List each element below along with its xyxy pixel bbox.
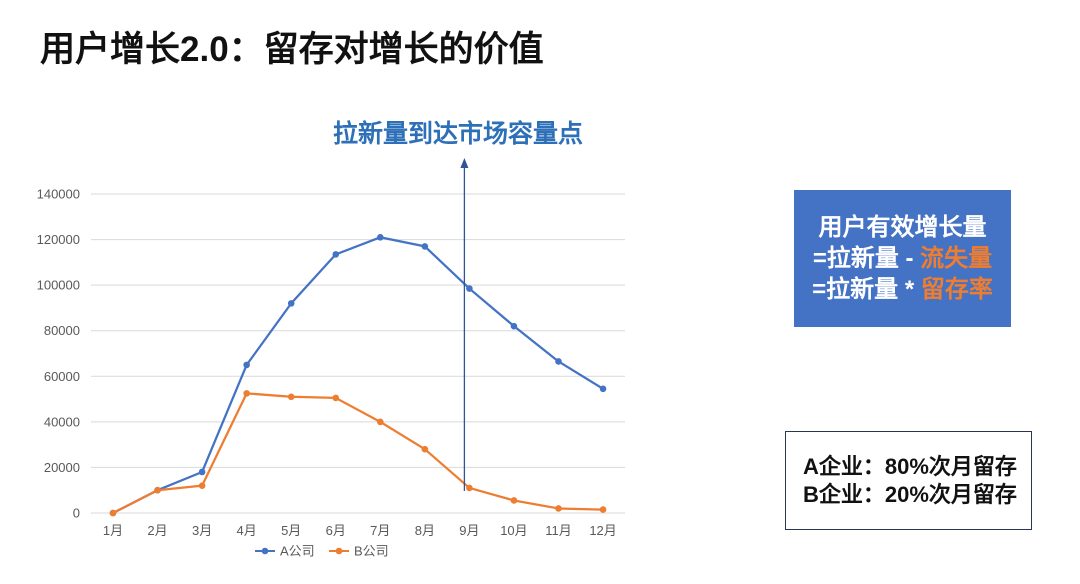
y-axis: 0 20000 40000 60000 80000 100000 120000 140000 [37, 187, 80, 521]
series-2-point [287, 393, 295, 401]
series-1-point [377, 233, 384, 241]
series-2-point [377, 418, 384, 426]
chart-legend: A公司 B公司 [255, 544, 389, 559]
x-tick-label: 8月 [415, 523, 435, 538]
y-tick-label: 60000 [44, 369, 80, 384]
x-tick-label: 1月 [103, 523, 123, 538]
legend-swatch-marker [335, 547, 343, 555]
retention-highlight: 留存率 [920, 276, 993, 303]
gridlines [91, 193, 625, 514]
retention-line-a: A企业：80%次月留存 [803, 453, 1017, 479]
x-tick-label: 10月 [500, 523, 527, 538]
x-tick-label: 6月 [326, 523, 346, 538]
series-1-point [555, 358, 562, 365]
series-2-point [599, 506, 607, 513]
formula-box: 用户有效增长量 =拉新量 - 流失量 =拉新量 * 留存率 [794, 190, 1011, 327]
line-chart: 0 20000 40000 60000 80000 100000 120000 140000 1… [37, 158, 625, 559]
x-tick-label: 2月 [147, 523, 167, 538]
series-1-point [599, 385, 607, 393]
series-2-point [466, 484, 473, 492]
y-tick-label: 20000 [44, 460, 80, 475]
legend-label: A公司 [280, 544, 315, 559]
series-1-point [510, 322, 518, 330]
series-2-point [243, 390, 250, 397]
legend-item-1: A公司 [255, 544, 315, 559]
y-tick-label: 80000 [44, 323, 80, 338]
annotation-arrow [460, 158, 469, 491]
y-tick-label: 0 [73, 506, 80, 521]
x-tick-label: 3月 [192, 523, 212, 538]
series-2-point [555, 505, 562, 512]
formula-line-1: 用户有效增长量 [818, 214, 987, 241]
retention-line-b: B企业：20%次月留存 [803, 481, 1017, 507]
legend-label: B公司 [354, 544, 389, 559]
series-2-line [112, 392, 604, 515]
market-capacity-annotation: 拉新量到达市场容量点 [333, 120, 584, 148]
formula-line-3-text: =拉新量 * [812, 276, 921, 303]
series-1 [109, 233, 607, 517]
series-2-point [421, 445, 429, 453]
series-1-line [112, 236, 604, 515]
legend-swatch-marker [261, 547, 269, 555]
series-2 [109, 390, 607, 517]
series-1-point [466, 285, 473, 292]
y-tick-label: 120000 [37, 232, 80, 247]
series-1-point [421, 243, 429, 250]
series-1-point [243, 361, 250, 369]
x-tick-label: 11月 [545, 523, 572, 538]
series-2-point [154, 486, 161, 494]
x-tick-label: 4月 [237, 523, 257, 538]
x-tick-label: 7月 [370, 523, 390, 538]
series-1-point [332, 251, 340, 258]
churn-highlight: 流失量 [920, 245, 993, 272]
formula-line-2: =拉新量 - 流失量 [813, 243, 992, 274]
formula-line-3: =拉新量 * 留存率 [812, 274, 993, 305]
x-axis: 1月 2月 3月 4月 5月 6月 7月 8月 9月 10月 11月 12月 [103, 523, 617, 538]
x-tick-label: 9月 [459, 523, 479, 538]
series-2-point [332, 394, 340, 402]
y-tick-label: 140000 [37, 187, 80, 202]
series-1-point [287, 300, 295, 307]
series-2-point [198, 482, 206, 489]
legend-item-2: B公司 [329, 544, 389, 559]
series-2-point [109, 509, 117, 517]
y-tick-label: 100000 [37, 278, 80, 293]
annotation-arrow-head [460, 158, 469, 168]
y-tick-label: 40000 [44, 414, 80, 429]
series-2-point [510, 497, 518, 504]
retention-box: A企业：80%次月留存 B企业：20%次月留存 [785, 431, 1032, 530]
series-1-point [198, 468, 206, 476]
x-tick-label: 5月 [281, 523, 301, 538]
x-tick-label: 12月 [589, 523, 616, 538]
slide-title: 用户增长2.0：留存对增长的价值 [40, 30, 544, 69]
formula-line-2-text: =拉新量 - [812, 245, 921, 272]
